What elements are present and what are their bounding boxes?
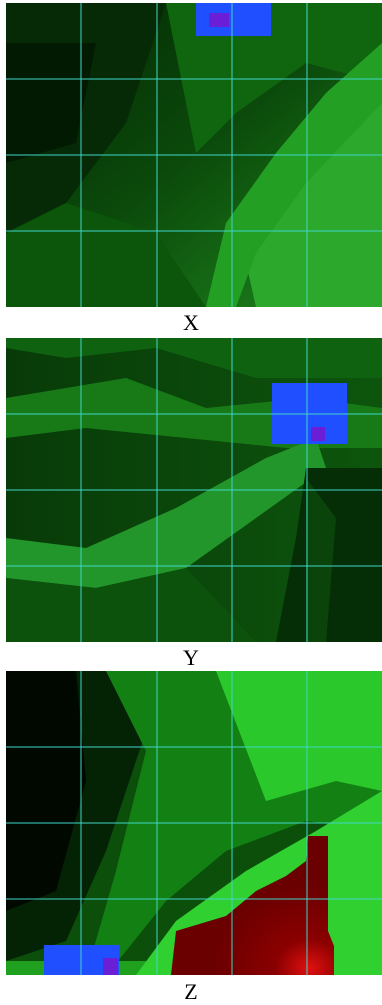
heat-streak (206, 43, 382, 307)
heatmap-z-svg (6, 671, 382, 975)
grid-lines (6, 338, 382, 642)
heat-ray (306, 478, 336, 642)
grid-lines (6, 3, 382, 307)
heat-region-lower (6, 568, 256, 642)
heat-region-darkest (6, 671, 86, 911)
heatmap-panel-y (6, 338, 382, 642)
grid-lines (6, 671, 382, 975)
marker-core (311, 427, 325, 441)
heat-region-lower (6, 203, 206, 307)
caption-z: Z (184, 979, 198, 1004)
heat-region-mid (166, 3, 382, 153)
heat-region-top (6, 338, 382, 378)
heat-streak-diagonal (6, 438, 326, 588)
heatmap-y-svg (6, 338, 382, 642)
heatmap-panel-x (6, 3, 382, 307)
caption-y: Y (183, 645, 199, 670)
heatmap-panel-z (6, 671, 382, 975)
caption-x: X (183, 310, 199, 335)
heatmap-x-svg (6, 3, 382, 307)
marker-core (209, 13, 229, 27)
heat-region-bright-top (216, 671, 382, 801)
marker-box (196, 3, 271, 36)
heat-region-darkest (6, 43, 96, 163)
heat-hot-region (171, 836, 334, 975)
marker-core (103, 958, 118, 975)
